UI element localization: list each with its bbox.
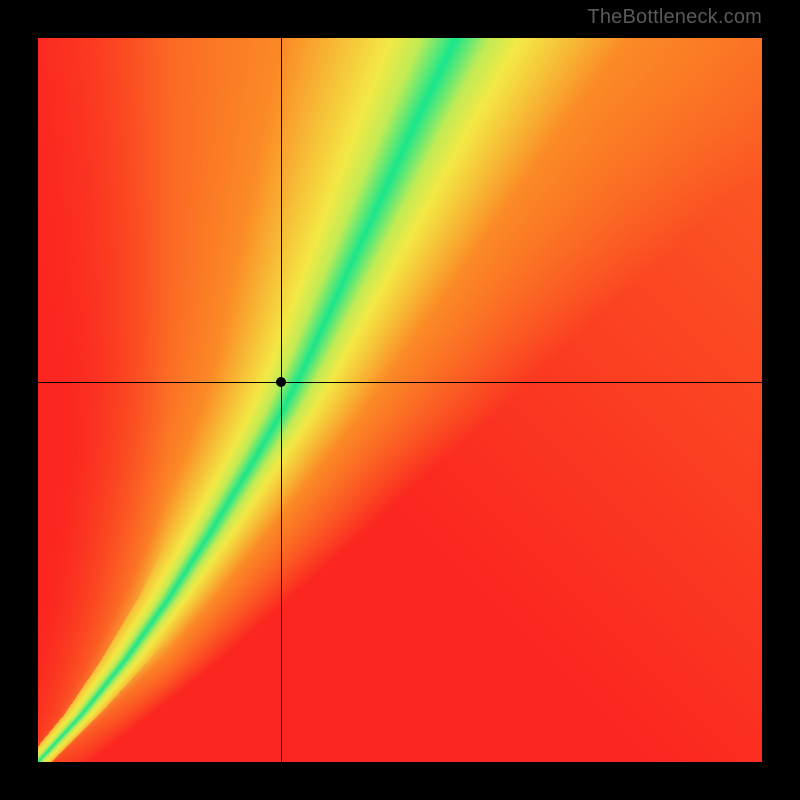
- selected-point-marker: [276, 377, 286, 387]
- watermark-text: TheBottleneck.com: [587, 6, 762, 29]
- crosshair-horizontal: [38, 382, 762, 383]
- crosshair-vertical: [281, 38, 282, 762]
- heatmap-canvas: [38, 38, 762, 762]
- heatmap-plot-area: [38, 38, 762, 762]
